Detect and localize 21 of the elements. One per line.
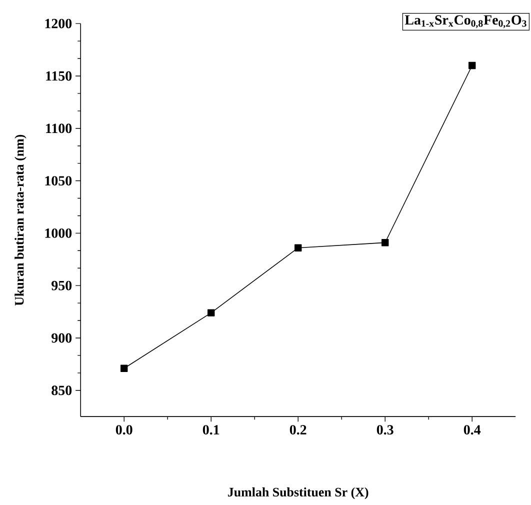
y-tick-label: 1050	[45, 176, 72, 186]
x-tick-label: 0.0	[116, 425, 132, 435]
y-tick-label: 1200	[45, 18, 72, 28]
y-tick-label: 1150	[46, 71, 72, 81]
y-tick-label: 1000	[45, 228, 72, 238]
y-axis-title: Ukuran butiran rata-rata (nm)	[14, 134, 26, 306]
x-tick-label: 0.4	[464, 425, 481, 435]
y-tick-label: 1100	[46, 124, 72, 134]
point	[468, 62, 476, 70]
x-axis-title: Jumlah Substituen Sr (X)	[228, 487, 368, 500]
x-tick-label: 0.2	[290, 425, 306, 435]
text: La$_{1-x}$Sr$_{x}$Co$_{0,8}$Fe$_{0,2}$O$_{3}$	[404, 15, 526, 28]
y-tick-label: 900	[52, 333, 72, 343]
y-tick-label: 950	[52, 280, 72, 290]
point	[120, 364, 128, 372]
point	[208, 309, 215, 316]
x-tick-label: 0.1	[202, 425, 220, 435]
point	[382, 239, 389, 246]
y-tick-label: 850	[52, 386, 72, 396]
point	[294, 244, 302, 252]
x-tick-label: 0.3	[376, 425, 394, 435]
